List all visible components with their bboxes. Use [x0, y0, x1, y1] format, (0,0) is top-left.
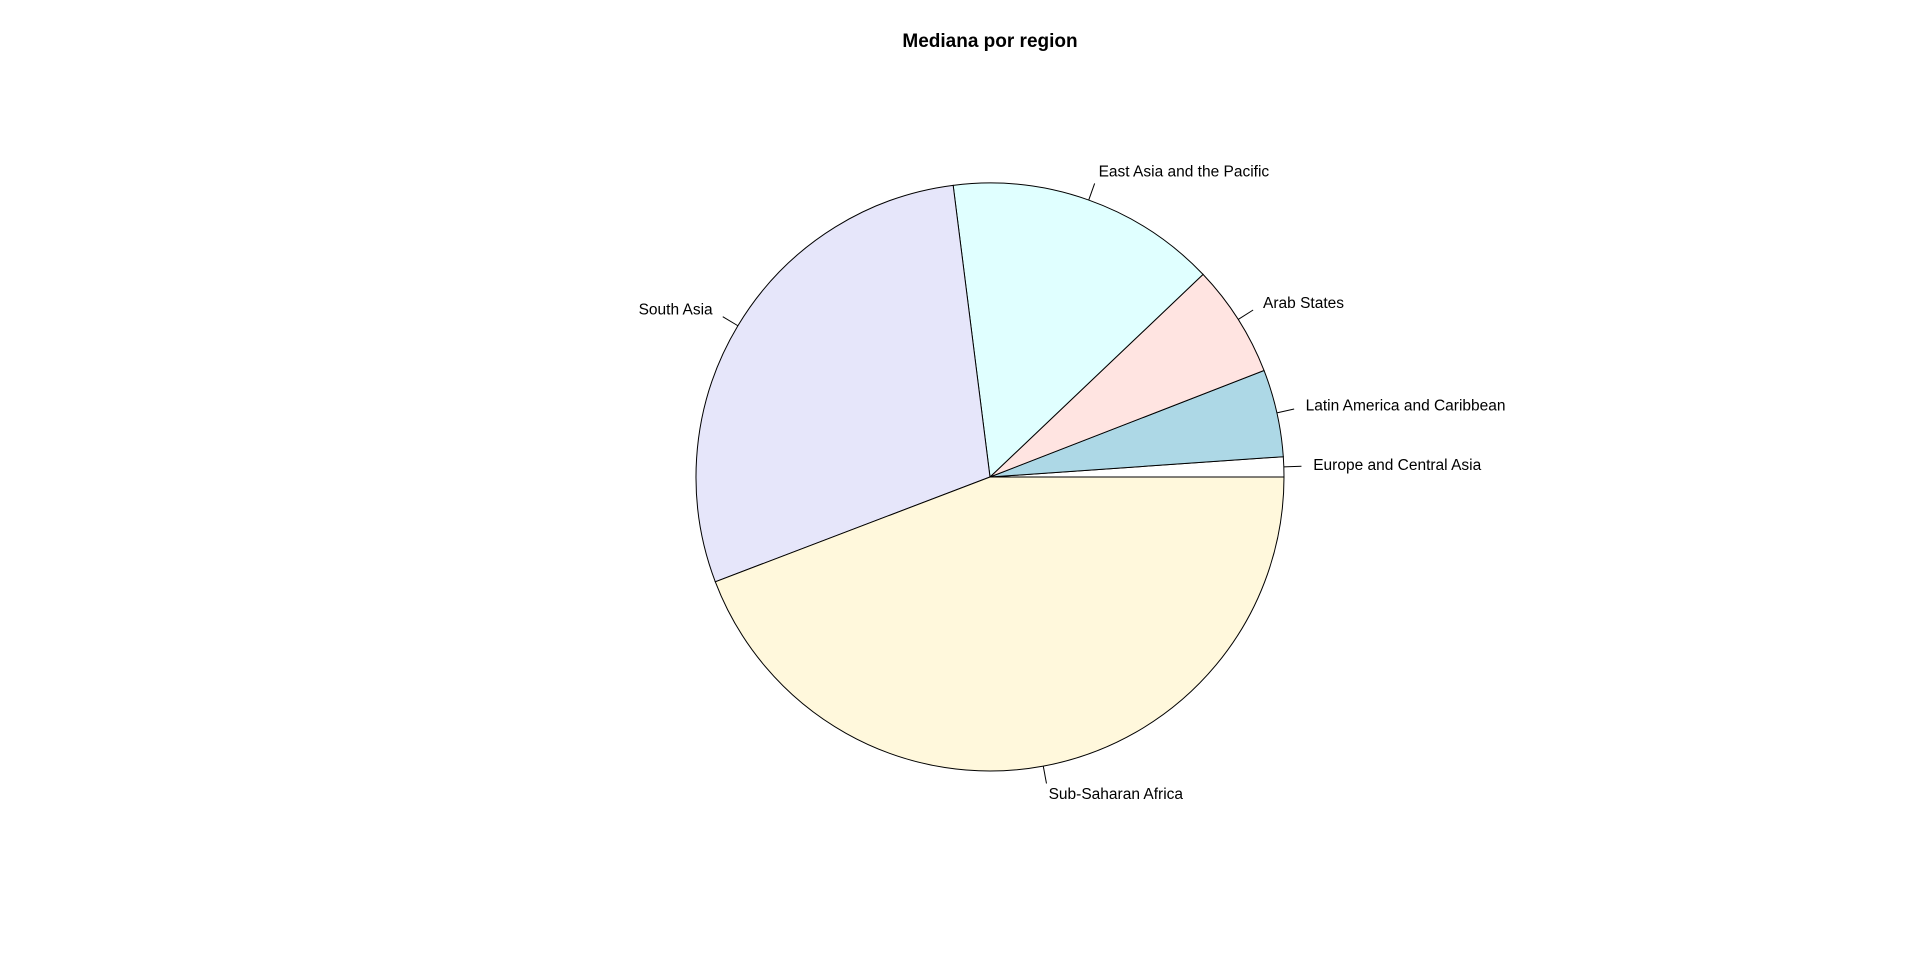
leader-line-south-asia — [722, 316, 739, 327]
leader-line-latin-america-and-caribbean — [1276, 408, 1295, 414]
leader-line-europe-and-central-asia — [1283, 465, 1302, 468]
pie-label-latin-america-and-caribbean: Latin America and Caribbean — [1306, 398, 1506, 415]
pie-label-south-asia: South Asia — [639, 302, 713, 319]
leader-line-east-asia-and-the-pacific — [1088, 183, 1096, 201]
chart-title: Mediana por region — [902, 31, 1077, 52]
pie-slice-arab-states — [989, 273, 1265, 478]
pie-label-east-asia-and-the-pacific: East Asia and the Pacific — [1099, 163, 1270, 180]
pie-label-sub-saharan-africa: Sub-Saharan Africa — [1049, 786, 1184, 803]
pie-slices — [695, 182, 1285, 772]
pie-labels: Europe and Central Asia Latin America and… — [639, 163, 1506, 803]
pie-leader-lines — [722, 183, 1302, 784]
leader-line-arab-states — [1237, 309, 1254, 320]
pie-label-europe-and-central-asia: Europe and Central Asia — [1313, 457, 1481, 474]
leader-line-sub-saharan-africa — [1042, 766, 1047, 784]
pie-label-arab-states: Arab States — [1263, 295, 1344, 312]
